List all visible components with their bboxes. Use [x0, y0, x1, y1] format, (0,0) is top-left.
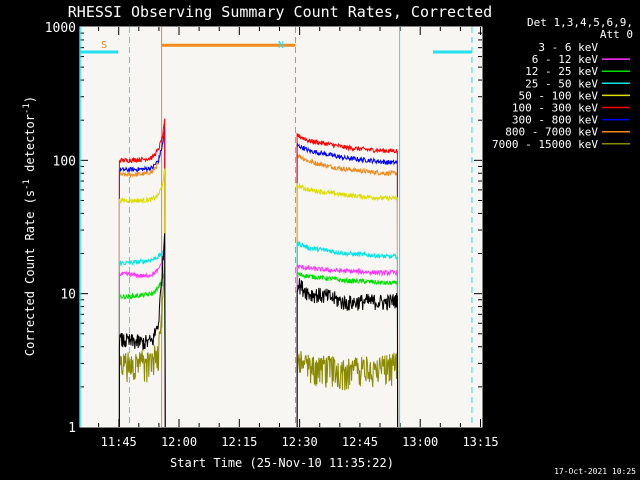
series-line-25to50keV-seg2 — [296, 240, 399, 428]
series-line-12to25keV-seg1 — [118, 267, 166, 428]
legend-label: 800 - 7000 keV — [505, 126, 598, 139]
series-line-3to6keV-seg2 — [296, 278, 399, 428]
series-line-50to100keV-seg1 — [118, 168, 166, 428]
series-line-800to7000keV-seg2 — [296, 154, 399, 428]
series-line-100to300keV-seg2 — [296, 132, 399, 428]
legend-label: 3 - 6 keV — [538, 41, 598, 54]
series-line-12to25keV-seg2 — [296, 271, 399, 428]
legend-label: 25 - 50 keV — [525, 77, 598, 90]
flag-label-N: N — [278, 40, 284, 51]
legend-label: 50 - 100 keV — [519, 89, 599, 102]
y-tick-label: 1 — [68, 421, 76, 436]
x-tick-label: 11:45 — [101, 435, 137, 449]
series-line-100to300keV-seg1 — [118, 118, 166, 428]
series-line-300to800keV-seg1 — [118, 126, 166, 428]
legend-header-line-2: Att 0 — [600, 28, 633, 41]
series-line-50to100keV-seg2 — [296, 182, 399, 428]
series-line-25to50keV-seg1 — [118, 248, 166, 428]
legend-header: Det 1,3,4,5,6,9, Att 0 — [527, 16, 633, 41]
legend-label: 100 - 300 keV — [512, 102, 598, 115]
legend-label: 300 - 800 keV — [512, 114, 598, 127]
series-line-7000to15000keV-seg1 — [118, 258, 166, 428]
y-axis-title-sup-2: -1 — [22, 103, 32, 114]
generation-timestamp: 17-Oct-2021 10:25 — [554, 467, 636, 476]
y-tick-label: 1000 — [45, 21, 76, 36]
flag-label-S: S — [101, 40, 107, 51]
y-axis-title-text: Corrected Count Rate (s-1 detector-1) — [22, 96, 37, 356]
y-axis-title-part-2: detector — [23, 114, 37, 179]
x-tick-label: 12:30 — [282, 435, 318, 449]
series-line-6to12keV-seg1 — [118, 243, 166, 428]
y-axis-title-part-3: ) — [23, 96, 37, 103]
series-line-3to6keV-seg1 — [118, 233, 166, 428]
series-line-7000to15000keV-seg2 — [296, 351, 399, 428]
x-tick-label: 12:45 — [342, 435, 378, 449]
x-tick-label: 13:15 — [462, 435, 498, 449]
series-line-6to12keV-seg2 — [296, 264, 399, 428]
y-axis-title-sup-1: -1 — [22, 179, 32, 190]
x-tick-label: 12:00 — [161, 435, 197, 449]
legend-label: 12 - 25 keV — [525, 65, 598, 78]
x-tick-label: 13:00 — [402, 435, 438, 449]
chart-title: RHESSI Observing Summary Count Rates, Co… — [68, 3, 492, 21]
y-tick-label: 10 — [60, 288, 76, 303]
y-tick-label: 100 — [53, 154, 76, 169]
y-axis-title-part-1: Corrected Count Rate (s — [23, 190, 37, 356]
legend-label: 6 - 12 keV — [532, 53, 599, 66]
series-line-300to800keV-seg2 — [296, 142, 399, 428]
legend-header-line-1: Det 1,3,4,5,6,9, — [527, 16, 633, 29]
plot-area — [79, 26, 483, 428]
x-tick-label: 12:15 — [221, 435, 257, 449]
y-axis-title: Corrected Count Rate (s-1 detector-1) — [22, 96, 37, 356]
x-axis-title: Start Time (25-Nov-10 11:35:22) — [170, 456, 394, 470]
legend-label: 7000 - 15000 keV — [492, 138, 598, 151]
series-line-800to7000keV-seg1 — [118, 129, 166, 428]
